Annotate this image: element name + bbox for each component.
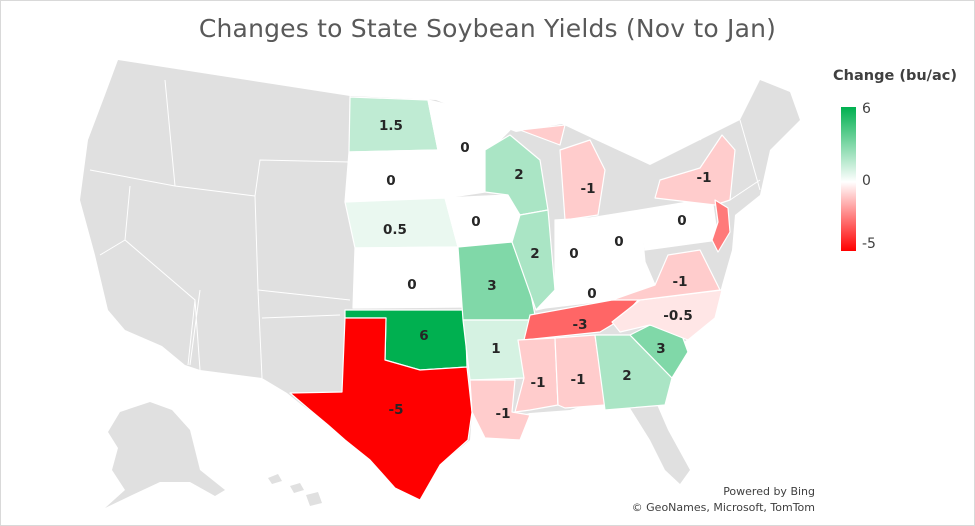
chart-title: Changes to State Soybean Yields (Nov to … bbox=[198, 14, 777, 43]
state-virginia bbox=[611, 249, 721, 301]
value-label-mississippi: -1 bbox=[531, 375, 546, 391]
value-label-nebraska: 0.5 bbox=[383, 222, 407, 238]
value-label-alabama: -1 bbox=[571, 372, 586, 388]
value-label-south-dakota: 0 bbox=[386, 173, 395, 189]
attribution-bing: Powered by Bing bbox=[723, 485, 815, 498]
value-label-north-dakota: 1.5 bbox=[379, 118, 403, 134]
hawaii-shape bbox=[268, 474, 322, 506]
state-iowa bbox=[444, 194, 521, 248]
value-label-minnesota: 0 bbox=[460, 140, 469, 156]
alaska-shape bbox=[105, 402, 225, 508]
legend-title: Change (bu/ac) bbox=[833, 68, 957, 84]
value-label-tennessee: -3 bbox=[573, 317, 588, 333]
legend-max-label: 6 bbox=[862, 101, 871, 117]
value-label-michigan: -1 bbox=[581, 181, 596, 197]
state-louisiana bbox=[469, 379, 531, 441]
value-label-arkansas: 1 bbox=[491, 341, 500, 357]
value-label-illinois: 2 bbox=[530, 246, 539, 262]
state-texas bbox=[289, 317, 473, 501]
state-alabama bbox=[554, 334, 606, 409]
value-label-north-carolina: -0.5 bbox=[663, 308, 693, 324]
value-label-pennsylvania: 0 bbox=[677, 213, 686, 229]
state-missouri bbox=[457, 241, 537, 321]
value-label-new-york: -1 bbox=[697, 170, 712, 186]
value-label-indiana: 0 bbox=[569, 246, 578, 262]
value-label-kansas: 0 bbox=[407, 277, 416, 293]
value-label-south-carolina: 3 bbox=[656, 341, 665, 357]
state-georgia bbox=[594, 334, 673, 411]
state-boundaries bbox=[89, 79, 761, 379]
state-south-carolina bbox=[629, 324, 689, 379]
value-label-iowa: 0 bbox=[471, 214, 480, 230]
value-label-georgia: 2 bbox=[622, 368, 631, 384]
value-label-oklahoma: 6 bbox=[419, 328, 428, 344]
state-kentucky bbox=[535, 261, 656, 311]
legend-mid-label: 0 bbox=[862, 173, 871, 189]
state-michigan bbox=[519, 124, 606, 221]
value-label-ohio: 0 bbox=[614, 234, 623, 250]
value-label-texas: -5 bbox=[389, 402, 404, 418]
state-shapes bbox=[289, 96, 736, 501]
attribution-sources: © GeoNames, Microsoft, TomTom bbox=[631, 501, 815, 514]
value-label-wisconsin: 2 bbox=[514, 167, 523, 183]
value-labels: 1.5 0 0 0.5 0 6 -5 0 3 1 -1 2 2 -1 0 0 0 -3 -1 -1 2 3 -0.5 -1 0 -… bbox=[379, 118, 711, 422]
state-new-jersey bbox=[711, 199, 731, 253]
value-label-kentucky: 0 bbox=[587, 286, 596, 302]
legend-min-label: -5 bbox=[862, 236, 876, 252]
legend-color-bar bbox=[841, 107, 856, 251]
value-label-louisiana: -1 bbox=[496, 406, 511, 422]
value-label-missouri: 3 bbox=[487, 278, 496, 294]
value-label-virginia: -1 bbox=[673, 274, 688, 290]
